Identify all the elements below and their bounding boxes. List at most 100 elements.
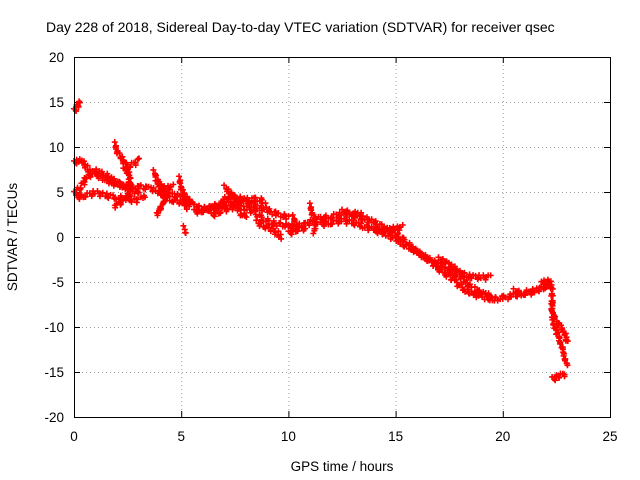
data-point xyxy=(258,214,265,221)
data-point xyxy=(285,213,292,220)
data-point xyxy=(431,258,438,265)
data-point xyxy=(263,204,270,211)
y-tick-label: 15 xyxy=(49,95,64,110)
data-point xyxy=(98,168,105,175)
data-point xyxy=(451,273,458,280)
data-point xyxy=(275,210,282,217)
data-track xyxy=(158,192,196,210)
data-point xyxy=(135,189,142,196)
data-point xyxy=(124,190,131,197)
data-point xyxy=(243,214,250,221)
data-point xyxy=(505,296,512,303)
data-point xyxy=(119,153,126,160)
data-point xyxy=(550,320,557,327)
data-point xyxy=(487,272,494,279)
data-point xyxy=(409,245,416,252)
x-tick-label: 25 xyxy=(602,429,617,444)
data-point xyxy=(136,155,143,162)
x-tick-label: 15 xyxy=(388,429,403,444)
y-tick-label: 5 xyxy=(56,185,64,200)
data-point xyxy=(293,221,300,228)
data-point xyxy=(564,338,571,345)
data-track xyxy=(111,139,134,211)
data-point xyxy=(156,180,163,187)
data-point xyxy=(451,263,458,270)
data-point xyxy=(153,209,160,216)
data-point xyxy=(127,163,134,170)
data-point xyxy=(294,222,301,229)
data-point xyxy=(266,224,273,231)
data-point xyxy=(471,283,478,290)
data-point xyxy=(122,166,129,173)
y-tick-label: 10 xyxy=(49,140,64,155)
data-point xyxy=(488,294,495,301)
data-points xyxy=(71,98,571,384)
data-point xyxy=(426,254,433,261)
data-point xyxy=(432,263,439,270)
data-point xyxy=(439,255,446,262)
data-track xyxy=(285,224,309,238)
data-point xyxy=(170,181,177,188)
data-track xyxy=(510,285,538,299)
data-point xyxy=(549,308,556,315)
data-track xyxy=(339,206,366,220)
data-point xyxy=(262,200,269,207)
data-point xyxy=(322,218,329,225)
data-point xyxy=(157,206,164,213)
data-point xyxy=(381,223,388,230)
data-point xyxy=(549,285,556,292)
data-point xyxy=(252,194,259,201)
data-point xyxy=(240,203,247,210)
data-point xyxy=(294,228,301,235)
data-point xyxy=(78,191,85,198)
data-point xyxy=(329,220,336,227)
data-track xyxy=(289,211,301,229)
data-point xyxy=(176,173,183,180)
axis-ticks: 0 5 10 15 20 25 20 15 10 5 0 -5 -10 -15 -20 xyxy=(44,50,617,444)
data-point xyxy=(134,196,141,203)
data-point xyxy=(272,229,279,236)
data-point xyxy=(141,194,148,201)
data-track xyxy=(253,217,285,242)
data-point xyxy=(557,339,564,346)
data-point xyxy=(515,287,522,294)
data-point xyxy=(253,217,260,224)
data-point xyxy=(216,202,223,209)
data-point xyxy=(563,360,570,367)
data-point xyxy=(116,150,123,157)
data-point xyxy=(344,207,351,214)
data-point xyxy=(104,193,111,200)
data-point xyxy=(552,313,559,320)
x-tick-label: 0 xyxy=(70,429,78,444)
data-track xyxy=(71,98,83,115)
data-point xyxy=(76,99,83,106)
data-point xyxy=(111,139,118,146)
data-point xyxy=(291,217,298,224)
data-point xyxy=(306,200,313,207)
x-tick-label: 5 xyxy=(177,429,185,444)
data-point xyxy=(217,209,224,216)
y-axis-label: SDTVAR / TECUs xyxy=(5,183,20,292)
data-point xyxy=(270,217,277,224)
data-point xyxy=(310,230,317,237)
data-point xyxy=(461,269,468,276)
data-point xyxy=(235,205,242,212)
data-point xyxy=(307,205,314,212)
data-point xyxy=(221,182,228,189)
data-point xyxy=(80,158,87,165)
data-point xyxy=(258,220,265,227)
data-track xyxy=(549,370,568,384)
data-point xyxy=(559,325,566,332)
data-point xyxy=(111,202,118,209)
data-point xyxy=(105,194,112,201)
data-point xyxy=(252,201,259,208)
data-point xyxy=(153,172,160,179)
data-point xyxy=(156,205,163,212)
data-point xyxy=(128,198,135,205)
data-point xyxy=(180,222,187,229)
data-point xyxy=(359,213,366,220)
data-track xyxy=(180,222,189,236)
y-tick-label: -20 xyxy=(44,410,64,425)
data-point xyxy=(531,289,538,296)
